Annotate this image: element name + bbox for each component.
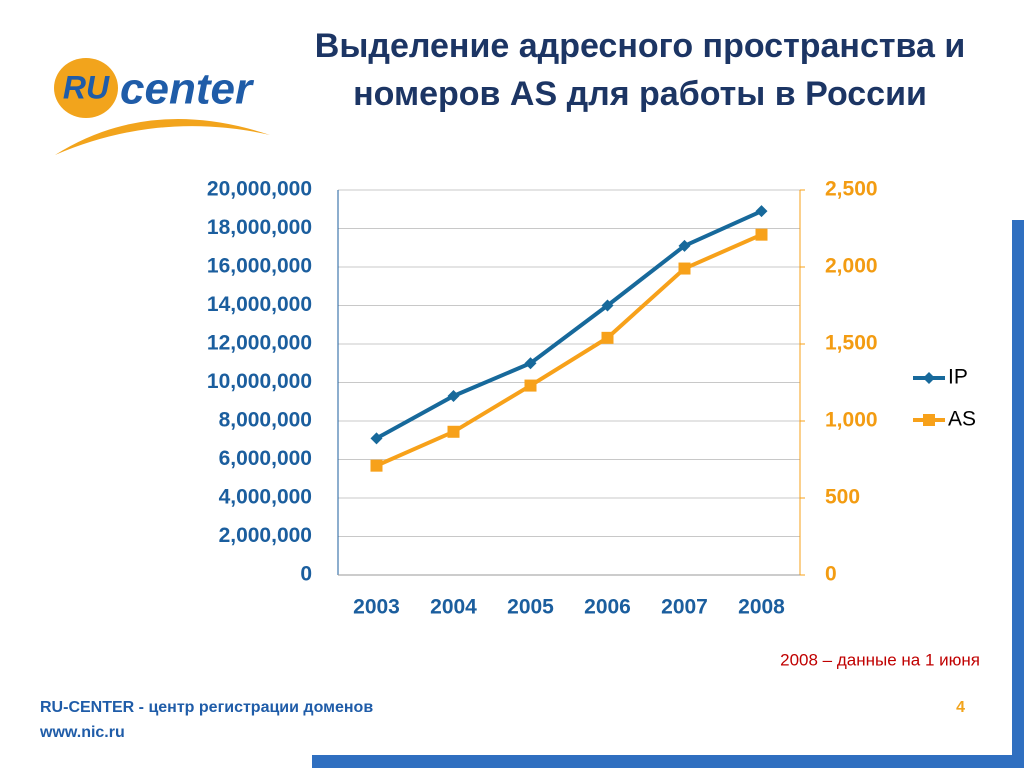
legend-label: IP (948, 366, 968, 389)
y2-tick-label: 2,500 (825, 178, 878, 201)
x-tick-label: 2006 (584, 596, 631, 619)
marker (755, 205, 768, 218)
logo-text: center (120, 65, 255, 114)
y-tick-label: 0 (300, 563, 312, 586)
y-tick-label: 10,000,000 (207, 370, 312, 393)
page-number: 4 (956, 699, 965, 716)
y-tick-label: 20,000,000 (207, 178, 312, 201)
y-tick-label: 16,000,000 (207, 255, 312, 278)
x-tick-label: 2004 (430, 596, 477, 619)
chart-title: Выделение адресного пространства и номер… (314, 27, 966, 113)
footer-org: RU-CENTER - центр регистрации доменов (40, 699, 373, 716)
marker (678, 262, 691, 275)
marker (678, 239, 691, 252)
footer-url: www.nic.ru (39, 724, 125, 741)
annotation: 2008 – данные на 1 июня (780, 650, 980, 669)
legend-label: AS (948, 408, 976, 431)
marker (370, 432, 383, 445)
marker (447, 389, 460, 402)
marker (524, 379, 537, 392)
y-tick-label: 18,000,000 (207, 216, 312, 239)
y-tick-label: 8,000,000 (219, 409, 312, 432)
y-tick-label: 14,000,000 (207, 293, 312, 316)
x-tick-label: 2003 (353, 596, 400, 619)
y2-tick-label: 1,500 (825, 332, 878, 355)
marker (524, 357, 537, 370)
y2-tick-label: 1,000 (825, 409, 878, 432)
y-tick-label: 12,000,000 (207, 332, 312, 355)
y2-tick-label: 0 (825, 563, 837, 586)
marker (370, 459, 383, 472)
marker (755, 228, 768, 241)
side-bar (1012, 220, 1024, 768)
bottom-bar (312, 755, 1024, 768)
logo-mark: RU (63, 69, 110, 105)
y-tick-label: 6,000,000 (219, 447, 312, 470)
x-tick-label: 2005 (507, 596, 554, 619)
legend-marker (923, 372, 935, 384)
y-tick-label: 4,000,000 (219, 486, 312, 509)
y2-tick-label: 500 (825, 486, 860, 509)
x-tick-label: 2007 (661, 596, 708, 619)
logo-circle (54, 58, 118, 118)
x-tick-label: 2008 (738, 596, 785, 619)
series-line (375, 209, 763, 441)
marker (601, 299, 614, 312)
marker (447, 425, 460, 438)
y2-tick-label: 2,000 (825, 255, 878, 278)
y-tick-label: 2,000,000 (219, 524, 312, 547)
marker (601, 331, 614, 344)
legend-marker (923, 414, 935, 426)
series-line (375, 232, 763, 468)
logo-swoosh (55, 119, 270, 155)
